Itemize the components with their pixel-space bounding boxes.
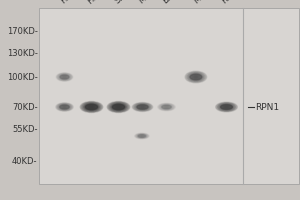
Ellipse shape [136,134,148,138]
Ellipse shape [220,104,233,110]
FancyBboxPatch shape [39,8,298,184]
Ellipse shape [223,105,231,109]
Ellipse shape [110,103,127,111]
Ellipse shape [187,72,205,82]
Ellipse shape [85,104,98,110]
Ellipse shape [190,74,202,80]
Ellipse shape [57,73,72,81]
Ellipse shape [160,104,173,110]
Ellipse shape [163,106,170,108]
Ellipse shape [188,73,204,81]
Text: 55KD-: 55KD- [12,124,38,134]
Ellipse shape [221,105,232,109]
Ellipse shape [112,104,125,110]
Text: 170KD-: 170KD- [7,26,38,36]
Ellipse shape [56,103,73,111]
Ellipse shape [225,106,228,108]
Ellipse shape [162,105,171,109]
Ellipse shape [161,105,172,109]
Ellipse shape [61,105,68,109]
Ellipse shape [159,104,174,110]
Ellipse shape [190,74,201,80]
Ellipse shape [56,73,73,81]
Ellipse shape [185,71,207,83]
Ellipse shape [137,105,148,109]
Ellipse shape [158,103,175,111]
Ellipse shape [224,106,229,108]
Ellipse shape [83,103,100,111]
Ellipse shape [60,105,69,109]
Ellipse shape [87,105,96,109]
Text: 100KD-: 100KD- [7,72,38,82]
Text: 130KD-: 130KD- [7,48,38,58]
Ellipse shape [107,102,130,112]
Ellipse shape [140,106,145,108]
Ellipse shape [139,135,145,137]
Ellipse shape [90,106,93,108]
Ellipse shape [138,135,146,137]
Ellipse shape [216,102,237,112]
Ellipse shape [140,135,144,137]
Text: RPN1: RPN1 [255,102,279,112]
Ellipse shape [114,105,123,109]
Ellipse shape [57,103,72,111]
Ellipse shape [218,103,235,111]
Ellipse shape [117,106,120,108]
Text: SKOV3: SKOV3 [113,0,140,6]
Text: MCF7: MCF7 [137,0,160,6]
Ellipse shape [109,102,128,112]
Text: 40KD-: 40KD- [12,158,38,166]
Ellipse shape [63,106,66,108]
Ellipse shape [62,106,67,108]
Text: Mouse liver: Mouse liver [192,0,235,6]
Ellipse shape [113,104,124,110]
Ellipse shape [217,103,236,111]
Ellipse shape [60,75,69,79]
Ellipse shape [60,75,69,79]
Ellipse shape [162,105,171,109]
Ellipse shape [86,104,97,110]
Ellipse shape [189,73,203,81]
Ellipse shape [116,106,121,108]
Ellipse shape [58,104,71,110]
Text: BxPC3: BxPC3 [161,0,188,6]
Text: Rat liver: Rat liver [221,0,253,6]
Ellipse shape [132,102,153,112]
Text: 70KD-: 70KD- [12,102,38,112]
Ellipse shape [135,133,149,139]
Ellipse shape [220,105,232,109]
Ellipse shape [82,102,101,112]
Ellipse shape [193,76,199,78]
Ellipse shape [112,104,125,110]
Ellipse shape [138,135,146,137]
Text: HL60: HL60 [59,0,81,6]
Ellipse shape [62,76,67,78]
Ellipse shape [85,104,98,110]
Ellipse shape [58,74,71,80]
Text: HepG2: HepG2 [86,0,113,6]
Ellipse shape [134,103,152,111]
Ellipse shape [164,106,169,108]
Ellipse shape [59,74,70,80]
Ellipse shape [61,75,68,79]
Ellipse shape [60,105,69,109]
Ellipse shape [195,76,197,78]
Ellipse shape [139,105,146,109]
Ellipse shape [135,104,150,110]
Ellipse shape [89,106,94,108]
Ellipse shape [64,76,65,78]
Ellipse shape [80,102,103,112]
Ellipse shape [137,105,148,109]
Ellipse shape [136,134,147,138]
Ellipse shape [192,75,200,79]
Ellipse shape [59,104,70,110]
Ellipse shape [137,134,146,138]
Ellipse shape [141,106,144,108]
Ellipse shape [136,104,149,110]
